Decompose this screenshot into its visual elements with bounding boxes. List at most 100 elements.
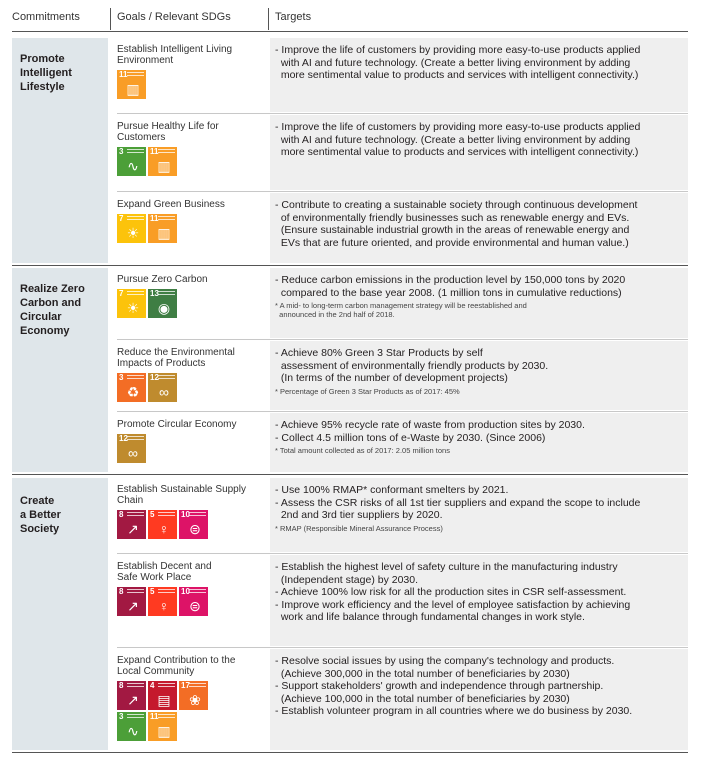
goal-label-line: Establish Sustainable Supply xyxy=(117,484,246,495)
sdg-3-tile: 3 ∿ xyxy=(117,147,146,176)
goal-label-line: Customers xyxy=(117,132,166,143)
sun-icon: ☀ xyxy=(126,225,140,241)
city-icon: ▥ xyxy=(126,81,140,97)
goal-label-line: Pursue Healthy Life for xyxy=(117,121,219,132)
city-icon: ▥ xyxy=(157,225,171,241)
target-text: - Reduce carbon emissions in the product… xyxy=(275,274,685,319)
sdg-icons: 8 ↗ 5 ♀ 10 ⊜ xyxy=(117,510,267,541)
sdg-10-tile: 10 ⊜ xyxy=(179,587,208,616)
target-line: with AI and future technology. (Create a… xyxy=(275,56,631,69)
sdg-title-bars xyxy=(189,683,206,684)
sdg-13-tile: 13 ◉ xyxy=(148,289,177,318)
sdg-icons: 3 ♻ 12 ∞ xyxy=(117,373,267,404)
target-line: - Use 100% RMAP* conformant smelters by … xyxy=(275,484,509,496)
target-line: more sentimental value to products and s… xyxy=(275,69,639,81)
target-cell xyxy=(270,649,688,750)
sdg-title-bars xyxy=(158,589,175,590)
target-line: - Achieve 95% recycle rate of waste from… xyxy=(275,419,585,431)
target-line: - Contribute to creating a sustainable s… xyxy=(275,199,638,211)
header-goals: Goals / Relevant SDGs xyxy=(117,11,231,23)
sdg-11-tile: 11 ▥ xyxy=(148,147,177,176)
sdg-title-bars xyxy=(127,512,144,513)
heartbeat-icon: ∿ xyxy=(127,158,139,174)
target-line: - Resolve social issues by using the com… xyxy=(275,655,615,667)
target-line: (Achieve 300,000 in the total number of … xyxy=(275,667,570,680)
sdg-title-bars xyxy=(158,512,175,513)
sdg-number: 10 xyxy=(181,510,190,519)
target-line: EVs that are future oriented, and provid… xyxy=(275,236,629,249)
sdg-4-tile: 4 ▤ xyxy=(148,681,177,710)
sdg-number: 7 xyxy=(119,214,124,223)
growth-chart-icon: ↗ xyxy=(127,692,139,708)
target-line: compared to the base year 2008. (1 milli… xyxy=(275,286,622,299)
goal-label: Expand Green Business xyxy=(117,199,257,210)
growth-chart-icon: ↗ xyxy=(127,598,139,614)
commitment-title-line: Intelligent xyxy=(20,67,72,79)
sdg-icons: 12 ∞ xyxy=(117,434,267,465)
goal-label-line: Safe Work Place xyxy=(117,572,192,583)
target-cell xyxy=(270,478,688,552)
sdg-11-tile: 11 ▥ xyxy=(148,712,177,741)
heartbeat-icon: ∿ xyxy=(127,723,139,739)
goal-label-line: Expand Green Business xyxy=(117,199,225,210)
row-divider xyxy=(117,411,688,412)
sdg-icons: 3 ∿ 11 ▥ xyxy=(117,147,267,178)
goal-label-line: Expand Contribution to the xyxy=(117,655,236,666)
commitment-cell xyxy=(12,268,108,472)
commitment-title-line: Circular xyxy=(20,311,62,323)
sdg-number: 7 xyxy=(119,289,124,298)
target-line: - Improve work efficiency and the level … xyxy=(275,598,631,611)
commitment-title-line: Economy xyxy=(20,325,70,337)
target-text: - Achieve 95% recycle rate of waste from… xyxy=(275,419,685,455)
target-line: - Support stakeholders' growth and indep… xyxy=(275,680,604,692)
row-divider xyxy=(117,553,688,554)
sdg-3-tile: 3 ∿ xyxy=(117,712,146,741)
target-line: assessment of environmentally friendly p… xyxy=(275,359,549,372)
target-note: * RMAP (Responsible Mineral Assurance Pr… xyxy=(275,523,443,533)
sdg-number: 12 xyxy=(119,434,128,443)
city-icon: ▥ xyxy=(157,723,171,739)
row-divider xyxy=(117,113,688,114)
sdg-5-tile: 5 ♀ xyxy=(148,587,177,616)
target-line: (Independent stage) by 2030. xyxy=(275,573,419,586)
goal-label-line: Promote Circular Economy xyxy=(117,419,237,430)
target-line: - Achieve 100% low risk for all the prod… xyxy=(275,586,627,598)
header-divider xyxy=(110,8,111,30)
target-line: - Establish volunteer program in all cou… xyxy=(275,705,633,717)
target-line: (In terms of the number of development p… xyxy=(275,372,508,384)
sdg-number: 8 xyxy=(119,681,124,690)
sdg-title-bars xyxy=(158,714,175,715)
commitment-cell xyxy=(12,478,108,750)
book-icon: ▤ xyxy=(157,692,171,708)
section-rule xyxy=(12,752,688,753)
commitment-title-line: Realize Zero xyxy=(20,283,85,295)
sdg-title-bars xyxy=(127,683,144,684)
section-rule xyxy=(12,474,688,475)
target-cell xyxy=(270,341,688,410)
goal-label-line: Pursue Zero Carbon xyxy=(117,274,208,285)
sdg-number: 11 xyxy=(150,712,159,721)
sdg-8-tile: 8 ↗ xyxy=(117,510,146,539)
sdg-icons: 7 ☀ 13 ◉ xyxy=(117,289,267,320)
sdg-7-tile: 7 ☀ xyxy=(117,289,146,318)
commitment-title: Realize Zero Carbon and Circular Economy xyxy=(20,282,102,338)
sdg-number: 8 xyxy=(119,510,124,519)
sdg-title-bars xyxy=(189,589,206,590)
target-cell xyxy=(270,193,688,263)
sdg-number: 3 xyxy=(119,373,124,382)
equality-icon: ⊜ xyxy=(189,521,201,537)
sun-icon: ☀ xyxy=(126,300,140,316)
goal-label: Promote Circular Economy xyxy=(117,419,257,430)
sdg-5-tile: 5 ♀ xyxy=(148,510,177,539)
sdg-title-bars xyxy=(158,149,175,150)
goal-label: Pursue Healthy Life for Customers xyxy=(117,121,257,143)
goal-label-line: Establish Intelligent Living xyxy=(117,44,233,55)
target-line: - Collect 4.5 million tons of e-Waste by… xyxy=(275,431,546,444)
sdg-number: 10 xyxy=(181,587,190,596)
sdg-12-tile: 12 ∞ xyxy=(148,373,177,402)
goal-label: Establish Intelligent Living Environment xyxy=(117,44,257,66)
header-rule xyxy=(12,31,688,32)
infinity-icon: ∞ xyxy=(159,384,169,400)
goal-label-line: Establish Decent and xyxy=(117,561,212,572)
recycle-people-icon: ♻ xyxy=(126,384,140,400)
